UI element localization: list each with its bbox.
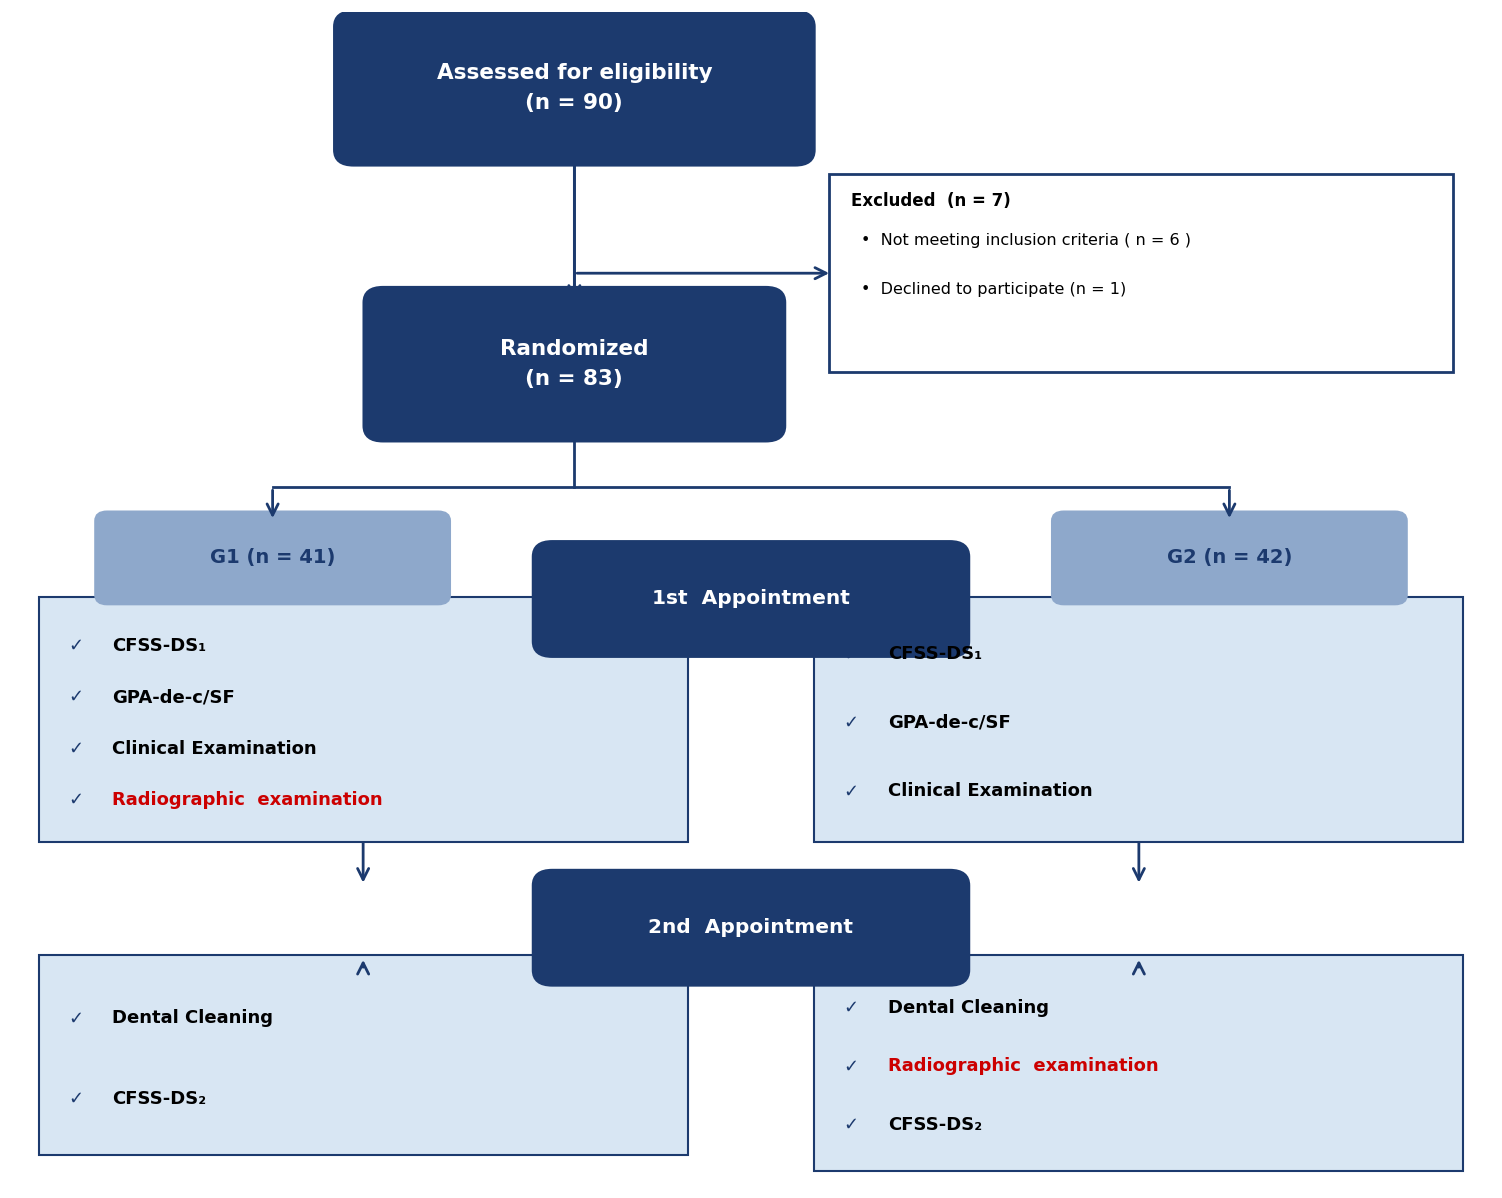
- Text: Clinical Examination: Clinical Examination: [888, 782, 1092, 800]
- Text: GPA-de-c/SF: GPA-de-c/SF: [113, 688, 234, 706]
- FancyBboxPatch shape: [533, 870, 969, 985]
- Text: Clinical Examination: Clinical Examination: [113, 739, 317, 757]
- Text: CFSS-DS₂: CFSS-DS₂: [113, 1090, 206, 1108]
- Text: ✓: ✓: [844, 782, 859, 800]
- Text: CFSS-DS₂: CFSS-DS₂: [888, 1117, 982, 1135]
- Text: •  Not meeting inclusion criteria ( n = 6 ): • Not meeting inclusion criteria ( n = 6…: [862, 232, 1191, 248]
- Text: •  Declined to participate (n = 1): • Declined to participate (n = 1): [862, 282, 1126, 297]
- Text: ✓: ✓: [844, 646, 859, 664]
- Text: Dental Cleaning: Dental Cleaning: [888, 999, 1048, 1017]
- Text: Radiographic  examination: Radiographic examination: [888, 1058, 1158, 1076]
- FancyBboxPatch shape: [814, 597, 1463, 842]
- FancyBboxPatch shape: [829, 174, 1452, 373]
- Text: Dental Cleaning: Dental Cleaning: [113, 1010, 273, 1028]
- Text: G2 (n = 42): G2 (n = 42): [1167, 549, 1292, 568]
- Text: ✓: ✓: [68, 1090, 83, 1108]
- Text: ✓: ✓: [844, 999, 859, 1017]
- Text: ✓: ✓: [844, 1117, 859, 1135]
- FancyBboxPatch shape: [363, 288, 786, 441]
- FancyBboxPatch shape: [335, 12, 814, 165]
- Text: ✓: ✓: [68, 739, 83, 757]
- Text: GPA-de-c/SF: GPA-de-c/SF: [888, 714, 1011, 732]
- Text: G1 (n = 41): G1 (n = 41): [210, 549, 335, 568]
- Text: ✓: ✓: [68, 637, 83, 655]
- Text: ✓: ✓: [68, 1010, 83, 1028]
- FancyBboxPatch shape: [95, 512, 451, 604]
- FancyBboxPatch shape: [1051, 512, 1407, 604]
- Text: CFSS-DS₁: CFSS-DS₁: [888, 646, 982, 664]
- Text: Radiographic  examination: Radiographic examination: [113, 791, 383, 809]
- Text: 1st  Appointment: 1st Appointment: [652, 589, 850, 609]
- FancyBboxPatch shape: [39, 955, 688, 1156]
- Text: ✓: ✓: [844, 714, 859, 732]
- Text: ✓: ✓: [844, 1058, 859, 1076]
- Text: ✓: ✓: [68, 791, 83, 809]
- Text: Excluded  (n = 7): Excluded (n = 7): [852, 192, 1011, 210]
- FancyBboxPatch shape: [39, 597, 688, 842]
- FancyBboxPatch shape: [814, 955, 1463, 1170]
- FancyBboxPatch shape: [533, 541, 969, 657]
- Text: 2nd  Appointment: 2nd Appointment: [649, 918, 853, 937]
- Text: ✓: ✓: [68, 688, 83, 706]
- Text: Randomized
(n = 83): Randomized (n = 83): [500, 339, 649, 389]
- Text: CFSS-DS₁: CFSS-DS₁: [113, 637, 206, 655]
- Text: Assessed for eligibility
(n = 90): Assessed for eligibility (n = 90): [437, 63, 712, 113]
